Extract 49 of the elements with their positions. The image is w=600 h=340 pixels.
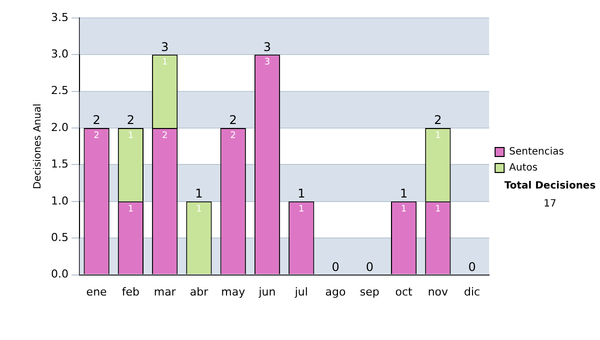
total-label: 3: [161, 40, 169, 54]
data-label: 1: [128, 204, 134, 214]
total-label: 2: [229, 113, 237, 128]
data-label: 1: [435, 130, 441, 141]
legend-label: Autos: [509, 162, 538, 174]
x-tick-label: nov: [428, 285, 449, 298]
data-label: 1: [128, 130, 134, 141]
x-tick-label: jun: [258, 285, 276, 298]
text: 17: [544, 198, 556, 210]
data-label: 1: [298, 204, 304, 214]
y-tick-label: 3.5: [50, 10, 68, 24]
y-axis-title: Decisiones Anual: [32, 104, 44, 190]
x-tick-label: ene: [86, 285, 108, 298]
y-tick-label: 1.0: [50, 194, 68, 208]
total-label: 0: [332, 260, 340, 274]
x-tick-label: ago: [325, 285, 346, 298]
text: Total Decisiones: [504, 180, 596, 192]
x-tick-label: jul: [294, 285, 308, 298]
x-tick-label: abr: [190, 285, 209, 298]
data-label: 2: [94, 130, 100, 141]
data-label: 1: [400, 204, 407, 214]
y-tick-label: 1.5: [50, 158, 68, 171]
data-label: 1: [435, 204, 441, 214]
x-tick-label: may: [221, 285, 246, 298]
total-label: 2: [92, 113, 100, 128]
x-tick-label: dic: [464, 285, 480, 298]
legend-label: Sentencias: [509, 146, 564, 158]
x-tick-label: oct: [395, 285, 414, 298]
x-tick-label: sep: [360, 285, 380, 298]
total-label: 0: [468, 260, 476, 274]
y-tick-label: 3.0: [50, 48, 68, 61]
x-tick-label: mar: [154, 285, 176, 298]
y-tick-label: 2.0: [50, 120, 68, 134]
data-label: 3: [264, 58, 270, 68]
total-label: 3: [263, 40, 272, 54]
y-tick-label: 2.5: [50, 84, 68, 98]
total-label: 1: [298, 186, 306, 201]
data-label: 1: [162, 58, 168, 68]
y-tick-label: 0.5: [50, 230, 68, 244]
total-label: 0: [366, 260, 374, 274]
y-tick-label: 0.0: [50, 268, 68, 281]
x-tick-label: feb: [122, 285, 140, 298]
total-label: 2: [126, 113, 135, 128]
total-label: 1: [195, 186, 203, 201]
data-label: 2: [230, 130, 236, 141]
data-label: 1: [196, 204, 202, 214]
total-label: 1: [400, 186, 408, 201]
data-label: 2: [162, 130, 168, 141]
total-label: 2: [434, 113, 442, 128]
